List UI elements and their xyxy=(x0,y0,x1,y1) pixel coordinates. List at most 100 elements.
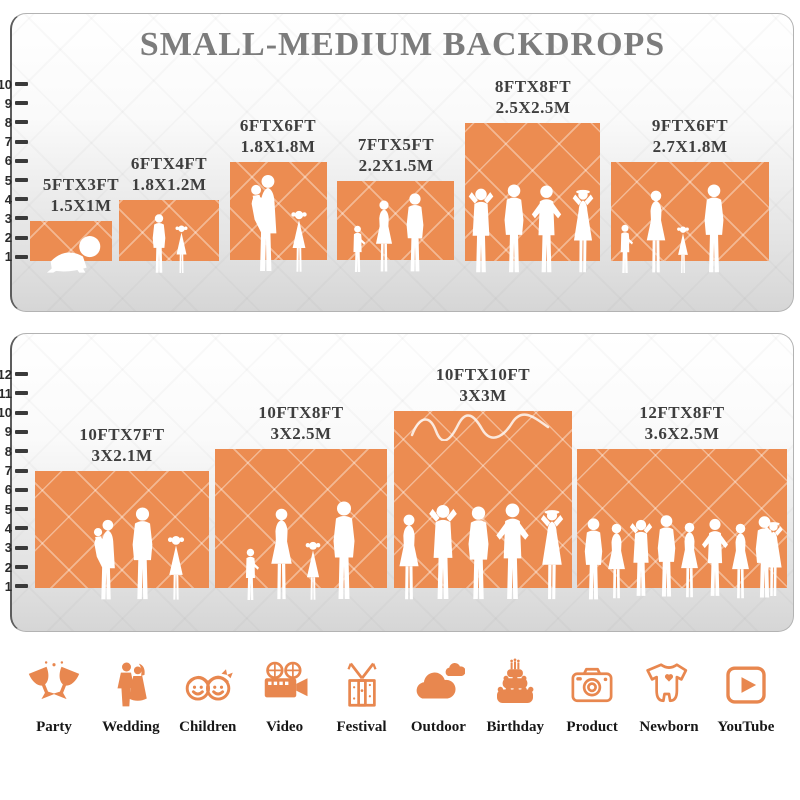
ruler-tick: 10 xyxy=(0,404,28,422)
backdrop-size-m: 1.5X1M xyxy=(50,196,112,215)
ruler-number: 2 xyxy=(4,559,12,575)
backdrop-size-ft: 6FTX4FT xyxy=(130,154,208,173)
ruler-tick: 4 xyxy=(0,519,28,537)
ruler-number: 1 xyxy=(4,578,12,594)
ruler-number: 10 xyxy=(0,405,12,421)
large-panel: 12 11 10 9 8 7 6 5 4 3 2 1 10FTX7FT 3X2.1M 10FTX8FT… xyxy=(0,333,794,632)
ruler-tick: 5 xyxy=(0,171,28,189)
backdrop-size-m: 1.8X1.2M xyxy=(131,175,207,194)
backdrop-size-m: 2.2X1.5M xyxy=(358,156,434,175)
backdrop-label: 6FTX4FT 1.8X1.2M xyxy=(131,153,207,195)
ruler-dash xyxy=(15,235,28,240)
baby-onesie-icon xyxy=(646,663,688,703)
ruler-dash xyxy=(15,526,28,531)
backdrop-swatch-10x10 xyxy=(394,411,572,600)
backdrop-size-ft: 6FTX6FT xyxy=(239,116,317,135)
ruler-dash xyxy=(15,139,28,144)
ruler-tick: 12 xyxy=(0,365,28,383)
ruler-tick: 11 xyxy=(0,384,28,402)
ruler-number: 4 xyxy=(4,191,12,207)
ruler-dash xyxy=(15,101,28,106)
backdrop-size-ft: 5FTX3FT xyxy=(42,175,120,194)
ruler-dash xyxy=(15,429,28,434)
backdrop-label: 12FTX8FT 3.6X2.5M xyxy=(639,402,724,444)
ruler-number: 4 xyxy=(4,520,12,536)
ruler-dash xyxy=(15,197,28,202)
crowd-silhouettes xyxy=(584,515,783,600)
ruler-tick: 7 xyxy=(0,133,28,151)
backdrop-size-ft: 10FTX10FT xyxy=(435,365,531,384)
children-silhouettes xyxy=(152,214,188,273)
group-silhouettes xyxy=(468,184,594,273)
ruler-number: 12 xyxy=(0,366,12,382)
ruler-number: 6 xyxy=(4,482,12,498)
mother-child-silhouettes xyxy=(251,174,307,272)
wedding-couple-icon xyxy=(117,662,147,707)
ruler-dash xyxy=(15,391,28,396)
baby-silhouette xyxy=(46,236,101,273)
ruler-tick: 3 xyxy=(0,209,28,227)
ruler-dash xyxy=(15,120,28,125)
ruler-number: 9 xyxy=(4,95,12,111)
ruler-number: 7 xyxy=(4,463,12,478)
backdrop-size-ft: 12FTX8FT xyxy=(639,403,725,422)
backdrop-size-m: 2.5X2.5M xyxy=(495,98,571,117)
backdrop-label: 10FTX8FT 3X2.5M xyxy=(258,402,343,444)
backdrop-size-m: 1.8X1.8M xyxy=(240,137,316,156)
small-medium-panel: SMALL-MEDIUM BACKDROPS 10 9 8 7 6 5 4 3 2 1 5FTX3… xyxy=(0,13,794,312)
ruler-tick: 7 xyxy=(0,462,28,480)
ruler-number: 8 xyxy=(4,114,12,130)
category-children: Children xyxy=(172,658,244,736)
category-label: Children xyxy=(179,719,237,735)
ruler-tick: 6 xyxy=(0,481,28,499)
ruler-number: 5 xyxy=(4,172,12,188)
backdrop-swatch-6x6 xyxy=(230,162,327,272)
ruler-tick: 5 xyxy=(0,500,28,518)
ruler-tick: 8 xyxy=(0,113,28,131)
gift-box-icon xyxy=(346,662,377,707)
ruler-dash xyxy=(15,216,28,221)
category-wedding: Wedding xyxy=(95,658,167,736)
ruler-number: 3 xyxy=(4,540,12,556)
ruler-dash xyxy=(15,82,28,86)
backdrop-swatch-5x3 xyxy=(30,221,112,273)
ruler-dash xyxy=(15,468,28,473)
backdrop-swatch-12x8 xyxy=(577,449,787,600)
backdrop-size-ft: 10FTX8FT xyxy=(258,403,344,422)
backdrop-label: 10FTX7FT 3X2.1M xyxy=(79,424,164,466)
category-outdoor: Outdoor xyxy=(402,658,474,736)
category-youtube: YouTube xyxy=(710,658,782,736)
ruler-tick: 2 xyxy=(0,558,28,576)
ruler-tick: 8 xyxy=(0,442,28,460)
ruler-tick: 9 xyxy=(0,423,28,441)
backdrop-label: 6FTX6FT 1.8X1.8M xyxy=(240,115,316,157)
ruler-dash xyxy=(15,584,28,589)
backdrop-swatch-10x8 xyxy=(215,449,387,600)
ruler-number: 2 xyxy=(4,230,12,246)
family-silhouettes xyxy=(620,184,724,274)
category-label: Party xyxy=(36,719,72,735)
category-label: Birthday xyxy=(486,719,544,735)
ruler-number: 1 xyxy=(4,249,12,265)
backdrop-swatch-6x4 xyxy=(119,200,219,273)
ruler-number: 6 xyxy=(4,153,12,169)
category-product: Product xyxy=(556,658,628,736)
backdrop-label: 8FTX8FT 2.5X2.5M xyxy=(495,76,571,118)
ruler-number: 8 xyxy=(4,443,12,459)
backdrop-size-m: 3X3M xyxy=(459,386,507,405)
category-label: Product xyxy=(566,719,618,735)
ruler-dash xyxy=(15,565,28,569)
category-label: Festival xyxy=(336,719,387,735)
ruler-dash xyxy=(15,487,28,492)
ruler-number: 3 xyxy=(4,210,12,226)
ruler-number: 7 xyxy=(4,134,12,150)
ruler-tick: 2 xyxy=(0,229,28,247)
ruler-tick: 6 xyxy=(0,152,28,170)
backdrop-size-m: 3.6X2.5M xyxy=(644,424,720,443)
photo-camera-icon xyxy=(571,667,613,703)
category-row: Party Wedding xyxy=(18,658,782,736)
ruler-dash xyxy=(15,372,28,376)
ruler-number: 11 xyxy=(0,385,12,401)
ruler-tick: 1 xyxy=(0,577,28,595)
